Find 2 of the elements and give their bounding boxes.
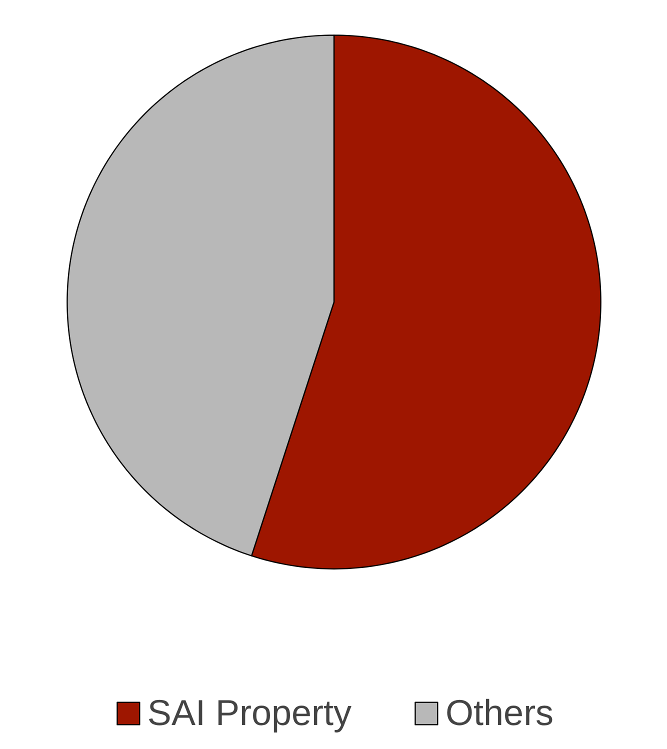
legend-label: Others — [446, 692, 554, 734]
legend-label: SAI Property — [147, 692, 352, 734]
